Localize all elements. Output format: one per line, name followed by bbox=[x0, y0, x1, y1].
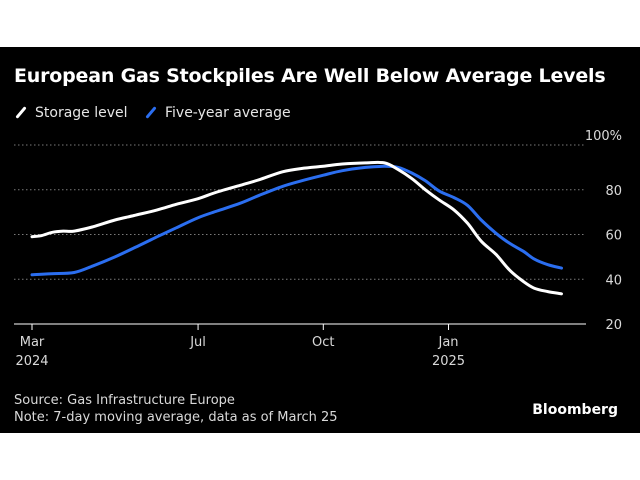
x-tick-label-jan: Jan bbox=[437, 335, 458, 350]
source-note: Source: Gas Infrastructure Europe bbox=[14, 393, 235, 408]
bloomberg-logo: Bloomberg bbox=[532, 402, 618, 418]
x-tick-label-jul: Jul bbox=[189, 335, 206, 350]
legend-label-five-year-average: Five-year average bbox=[164, 104, 291, 121]
chart-panel: European Gas Stockpiles Are Well Below A… bbox=[0, 47, 640, 433]
chart-title: European Gas Stockpiles Are Well Below A… bbox=[14, 65, 606, 87]
series-line-storage-level bbox=[30, 160, 563, 296]
legend-item-five-year-average: Five-year average bbox=[144, 105, 291, 121]
chart-legend: Storage level Five-year average bbox=[14, 102, 303, 121]
chart-footer: Source: Gas Infrastructure Europe Note: … bbox=[14, 392, 338, 426]
x-axis bbox=[14, 323, 586, 330]
y-tick-label-40: 40 bbox=[605, 273, 622, 288]
x-tick-label-2025: 2025 bbox=[432, 354, 465, 369]
x-axis-labels: Mar 2024 Jul Oct Jan 2025 bbox=[15, 335, 465, 369]
series-layer bbox=[30, 160, 563, 296]
x-tick-label-2024: 2024 bbox=[15, 354, 48, 369]
y-axis-labels: 100% 80 60 40 20 bbox=[585, 129, 622, 333]
x-tick-label-mar: Mar bbox=[20, 335, 45, 350]
data-note: Note: 7-day moving average, data as of M… bbox=[14, 410, 338, 425]
grid-layer bbox=[14, 144, 586, 280]
y-tick-label-20: 20 bbox=[605, 318, 622, 333]
x-tick-label-oct: Oct bbox=[312, 335, 334, 350]
y-tick-label-80: 80 bbox=[605, 184, 622, 199]
y-tick-label-100: 100% bbox=[585, 129, 622, 144]
legend-item-storage-level: Storage level bbox=[14, 105, 128, 121]
legend-label-storage-level: Storage level bbox=[35, 104, 128, 121]
chart-plot: 100% 80 60 40 20 Mar 2024 Jul Oct Jan 2025 bbox=[14, 129, 622, 369]
series-line-five-year-average bbox=[30, 164, 563, 277]
y-tick-label-60: 60 bbox=[605, 229, 622, 244]
